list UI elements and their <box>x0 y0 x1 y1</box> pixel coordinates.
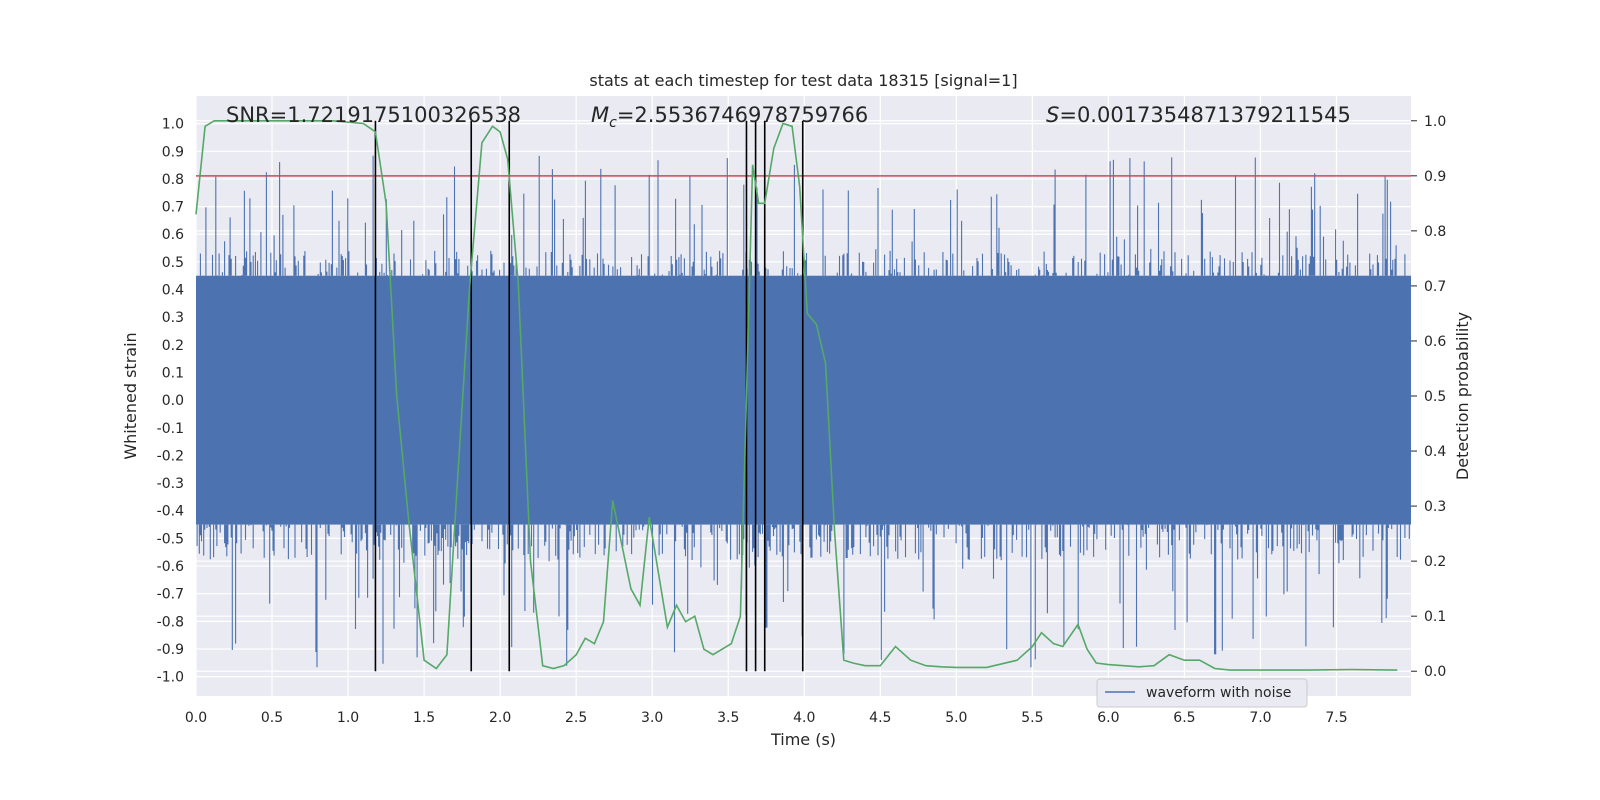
y-left-tick-label: -0.4 <box>157 504 184 520</box>
y-left-axis-label: Whitened strain <box>121 332 140 459</box>
x-tick-label: 4.0 <box>793 710 815 726</box>
legend-box <box>1096 678 1308 708</box>
y-left-tick-label: 0.2 <box>162 338 184 354</box>
y-right-tick-label: 0.8 <box>1424 224 1446 240</box>
x-tick-label: 7.5 <box>1325 710 1347 726</box>
y-right-axis-ticks: 1.0 0.9 0.8 0.7 0.6 0.5 0.4 0.3 0.2 0.1 0.0 <box>1411 114 1446 680</box>
y-left-tick-label: 0.6 <box>162 227 184 243</box>
y-left-tick-label: -0.1 <box>157 421 184 437</box>
x-tick-label: 7.0 <box>1249 710 1271 726</box>
y-left-axis-ticks: 1.0 0.9 0.8 0.7 0.6 0.5 0.4 0.3 0.2 0.1 0.0 -0.1 -0.… <box>157 117 184 686</box>
y-right-axis-label: Detection probability <box>1453 312 1472 480</box>
y-left-tick-label: -1.0 <box>157 670 184 686</box>
snr-annotation: SNR=1.7219175100326538 <box>226 103 521 127</box>
x-tick-label: 1.5 <box>413 710 435 726</box>
y-left-tick-label: 0.3 <box>162 310 184 326</box>
y-left-tick-label: 0.8 <box>162 172 184 188</box>
y-right-tick-label: 0.1 <box>1424 609 1446 625</box>
s-annotation: S=0.0017354871379211545 <box>1046 103 1351 127</box>
x-axis-label: Time (s) <box>770 730 836 749</box>
x-tick-label: 2.0 <box>489 710 511 726</box>
s-symbol: S <box>1046 103 1059 127</box>
x-tick-label: 2.5 <box>565 710 587 726</box>
y-left-tick-label: 0.0 <box>162 393 184 409</box>
x-tick-label: 0.0 <box>185 710 207 726</box>
waveform-spikes <box>196 155 1410 668</box>
x-tick-label: 4.5 <box>869 710 891 726</box>
y-right-tick-label: 0.3 <box>1424 499 1446 515</box>
x-axis-ticks: 0.0 0.5 1.0 1.5 2.0 2.5 3.0 3.5 4.0 4.5 5.0 5.5 6.0 6… <box>185 710 1348 726</box>
y-left-tick-label: -0.5 <box>157 531 184 547</box>
y-left-tick-label: -0.7 <box>157 587 184 603</box>
legend-label: waveform with noise <box>1146 685 1291 701</box>
event-lines <box>374 120 804 672</box>
x-tick-label: 6.0 <box>1097 710 1119 726</box>
y-left-tick-label: -0.3 <box>157 476 184 492</box>
y-right-tick-label: 0.6 <box>1424 334 1446 350</box>
x-tick-label: 3.0 <box>641 710 663 726</box>
x-tick-label: 1.0 <box>337 710 359 726</box>
y-right-tick-label: 0.2 <box>1424 554 1446 570</box>
y-left-tick-label: 0.5 <box>162 255 184 271</box>
y-left-tick-label: -0.8 <box>157 614 184 630</box>
y-left-tick-label: 0.9 <box>162 144 184 160</box>
y-right-tick-label: 0.0 <box>1424 664 1446 680</box>
y-left-tick-label: 1.0 <box>162 117 184 133</box>
chirp-mass-symbol: M <box>591 103 609 127</box>
s-value: =0.0017354871379211545 <box>1059 103 1351 127</box>
y-right-tick-label: 0.7 <box>1424 279 1446 295</box>
y-left-tick-label: -0.9 <box>157 642 184 658</box>
x-tick-label: 3.5 <box>717 710 739 726</box>
y-left-tick-label: 0.4 <box>162 283 184 299</box>
legend: waveform with noise <box>1096 678 1308 708</box>
y-left-tick-label: 0.1 <box>162 365 184 381</box>
detection-probability-line <box>195 120 1398 671</box>
y-left-tick-label: -0.6 <box>157 559 184 575</box>
x-tick-label: 5.5 <box>1021 710 1043 726</box>
x-tick-label: 6.5 <box>1173 710 1195 726</box>
y-left-tick-label: 0.7 <box>162 200 184 216</box>
chirp-mass-value: =2.5536746978759766 <box>617 103 868 127</box>
chirp-mass-annotation: Mc=2.5536746978759766 <box>591 103 868 131</box>
x-tick-label: 0.5 <box>261 710 283 726</box>
x-tick-label: 5.0 <box>945 710 967 726</box>
y-left-tick-label: -0.2 <box>157 448 184 464</box>
y-right-tick-label: 0.5 <box>1424 389 1446 405</box>
chart-title: stats at each timestep for test data 183… <box>589 71 1017 90</box>
y-right-tick-label: 1.0 <box>1424 114 1446 130</box>
chirp-mass-subscript: c <box>609 115 617 131</box>
y-right-tick-label: 0.4 <box>1424 444 1446 460</box>
y-right-tick-label: 0.9 <box>1424 169 1446 185</box>
